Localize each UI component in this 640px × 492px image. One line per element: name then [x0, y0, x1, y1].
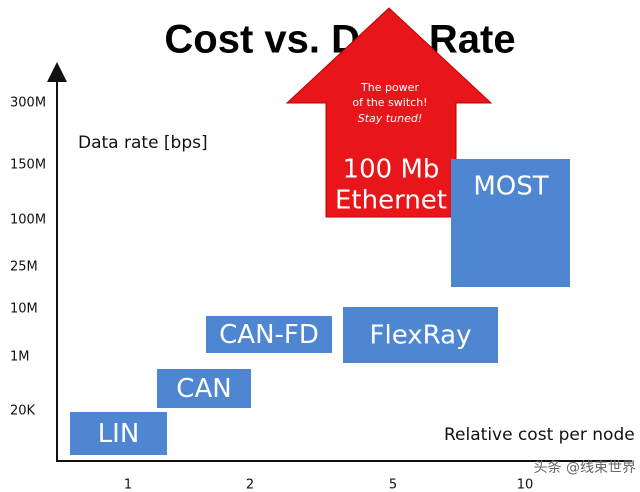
- arrow-label: Ethernet: [335, 186, 447, 216]
- box-label: CAN-FD: [219, 320, 319, 350]
- y-tick-label: 1M: [10, 350, 30, 365]
- boxes: LIN CAN CAN-FD FlexRay MOST: [70, 159, 570, 455]
- y-axis-label: Data rate [bps]: [78, 133, 208, 153]
- y-tick-label: 150M: [10, 158, 46, 173]
- arrow-label: 100 Mb: [343, 155, 440, 185]
- box-label: MOST: [473, 172, 548, 202]
- x-tick-label: 10: [517, 478, 534, 492]
- box: [343, 307, 498, 363]
- arrow-note: Stay tuned!: [358, 112, 422, 125]
- watermark: 头条 @线束世界: [534, 459, 636, 476]
- x-tick-label: 5: [389, 478, 397, 492]
- box: [157, 369, 251, 408]
- y-ticks: 300M 150M 100M 25M 10M 1M 20K: [10, 96, 46, 419]
- box-label: CAN: [176, 374, 231, 404]
- y-tick-label: 10M: [10, 302, 38, 317]
- x-axis-label: Relative cost per node: [444, 425, 635, 445]
- y-tick-label: 25M: [10, 260, 38, 275]
- box-label: FlexRay: [370, 321, 472, 351]
- box-label: LIN: [98, 419, 140, 449]
- x-tick-label: 1: [124, 478, 132, 492]
- arrow-note: of the switch!: [352, 96, 427, 109]
- y-tick-label: 100M: [10, 213, 46, 228]
- box: [70, 412, 167, 455]
- x-tick-label: 2: [246, 478, 254, 492]
- x-ticks: 1 2 5 10: [124, 478, 533, 492]
- box: [206, 316, 332, 353]
- y-tick-label: 300M: [10, 96, 46, 111]
- box: [451, 159, 570, 287]
- arrow-note: The power: [360, 81, 419, 94]
- y-tick-label: 20K: [10, 404, 36, 419]
